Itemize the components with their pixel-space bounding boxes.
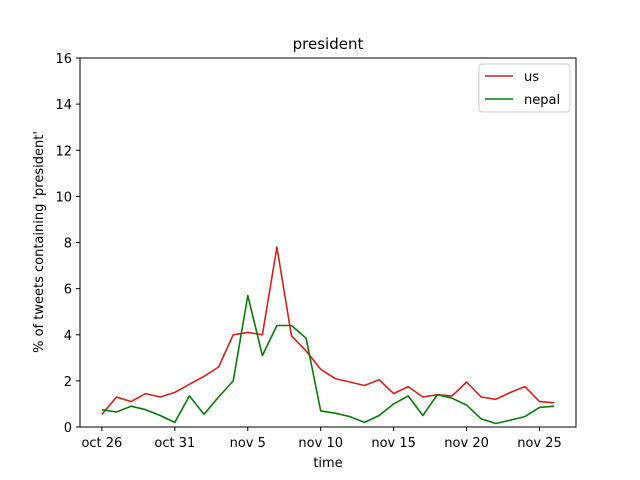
x-tick-label: nov 15 (371, 436, 416, 451)
y-tick-label: 16 (55, 52, 72, 67)
y-tick-label: 10 (55, 190, 72, 205)
y-tick-label: 4 (64, 329, 72, 344)
x-axis-label: time (313, 456, 342, 471)
y-tick-label: 6 (64, 283, 72, 298)
x-tick-label: oct 31 (154, 436, 195, 451)
y-tick-label: 12 (55, 144, 72, 159)
x-tick-label: nov 25 (517, 436, 562, 451)
y-tick-label: 8 (64, 237, 72, 252)
y-tick-label: 2 (64, 375, 72, 390)
legend-label-nepal: nepal (524, 93, 560, 108)
x-tick-label: nov 20 (444, 436, 489, 451)
x-tick-label: nov 5 (230, 436, 266, 451)
legend-label-us: us (524, 70, 539, 85)
chart-title: president (293, 35, 364, 53)
series-line-us (101, 246, 555, 415)
series-line-nepal (101, 294, 555, 425)
x-tick-label: nov 10 (298, 436, 343, 451)
y-tick-label: 14 (55, 98, 72, 113)
axes: 0 2 4 6 8 10 12 14 16 oct 26 oct 31 nov 5 nov 10 nov … (55, 52, 577, 451)
y-tick-label: 0 (64, 421, 72, 436)
y-axis-label: % of tweets containing 'president' (32, 131, 47, 353)
plot-frame (79, 57, 577, 428)
series-lines (101, 246, 555, 425)
legend: us nepal (478, 63, 571, 113)
x-tick-label: oct 26 (81, 436, 122, 451)
